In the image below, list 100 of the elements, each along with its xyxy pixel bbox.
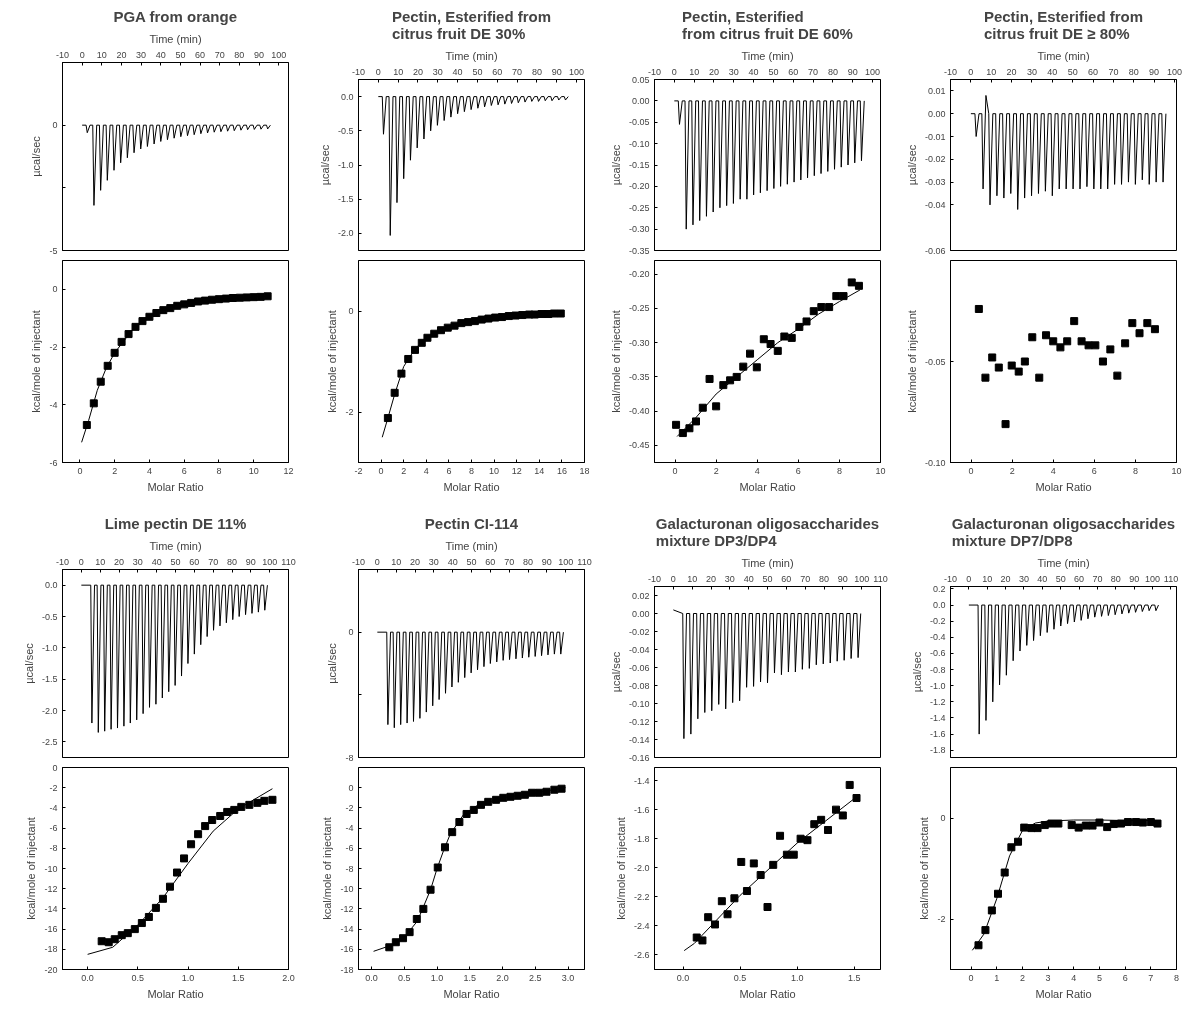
y-tick-label: -0.08 bbox=[628, 680, 650, 691]
point bbox=[705, 374, 714, 383]
x-tick-label: 1.0 bbox=[181, 972, 195, 983]
point bbox=[1121, 339, 1130, 348]
y-tick-label: -6 bbox=[49, 823, 58, 834]
x-tick-label: 2 bbox=[713, 465, 719, 476]
y-tick-label: -2 bbox=[937, 914, 946, 924]
x-tick-label: 0 bbox=[374, 556, 380, 567]
point bbox=[854, 281, 863, 290]
point bbox=[817, 815, 826, 824]
point bbox=[730, 894, 739, 903]
point bbox=[787, 333, 796, 342]
y-tick-label: -0.2 bbox=[929, 616, 946, 627]
chart-title: Pectin, Esterified from citrus fruit DE 30% bbox=[391, 7, 552, 42]
point bbox=[717, 897, 726, 906]
y-tick-label: 0 bbox=[348, 782, 354, 793]
x-axis-title: Time (min) bbox=[741, 556, 794, 569]
y-axis-title: kcal/mole of injectant bbox=[326, 310, 339, 413]
y-axis-title: µcal/sec bbox=[609, 144, 622, 186]
point bbox=[97, 937, 106, 946]
x-tick-label: 0 bbox=[968, 66, 974, 77]
x-tick-label: 30 bbox=[1026, 66, 1037, 77]
y-tick-label: -1.0 bbox=[929, 680, 946, 691]
y-axis-title: µcal/sec bbox=[609, 651, 622, 693]
point bbox=[201, 822, 210, 831]
y-tick-label: 0.02 bbox=[631, 590, 650, 601]
x-tick-label: 1 bbox=[994, 972, 1000, 983]
point bbox=[994, 363, 1003, 372]
x-tick-label: 10 bbox=[489, 465, 500, 476]
x-tick-label: 0 bbox=[78, 556, 84, 567]
point bbox=[988, 353, 997, 362]
chart-title: Galacturonan oligosaccharides mixture DP3/DP4 bbox=[655, 514, 880, 549]
y-tick-label: -2 bbox=[345, 802, 354, 813]
y-tick-label: -16 bbox=[340, 944, 354, 955]
x-axis-title: Molar Ratio bbox=[1035, 987, 1092, 1000]
x-tick-label: 40 bbox=[447, 556, 458, 567]
point bbox=[1106, 345, 1115, 354]
x-axis-title: Molar Ratio bbox=[1035, 480, 1092, 493]
point bbox=[780, 332, 789, 341]
y-tick-label: -0.30 bbox=[628, 337, 650, 348]
point bbox=[672, 420, 681, 429]
x-tick-label: 20 bbox=[412, 66, 423, 77]
x-tick-label: 60 bbox=[189, 556, 200, 567]
y-tick-label: -6 bbox=[345, 843, 354, 854]
x-axis-title: Molar Ratio bbox=[443, 987, 500, 1000]
x-tick-label: 50 bbox=[1055, 573, 1066, 584]
x-axis-title: Time (min) bbox=[1037, 49, 1090, 62]
y-tick-label: -0.06 bbox=[628, 662, 650, 673]
y-tick-label: 0.01 bbox=[927, 85, 946, 96]
x-tick-label: 8 bbox=[1174, 972, 1180, 983]
y-tick-label: 0 bbox=[348, 306, 354, 316]
y-tick-label: -14 bbox=[44, 903, 58, 914]
x-tick-label: 80 bbox=[1128, 66, 1139, 77]
point bbox=[1070, 317, 1079, 326]
x-tick-label: 0 bbox=[670, 573, 676, 584]
point bbox=[1007, 361, 1016, 370]
x-tick-label: 100 bbox=[262, 556, 278, 567]
point bbox=[1001, 420, 1010, 429]
point bbox=[974, 941, 983, 950]
x-tick-label: 10 bbox=[393, 66, 404, 77]
x-tick-label: 10 bbox=[96, 49, 107, 60]
y-tick-label: -1.2 bbox=[929, 696, 946, 707]
point bbox=[110, 935, 119, 944]
y-tick-label: -8 bbox=[345, 752, 354, 763]
y-tick-label: -0.03 bbox=[924, 177, 946, 188]
point bbox=[1033, 824, 1042, 833]
y-tick-label: -0.02 bbox=[628, 626, 650, 637]
x-tick-label: 60 bbox=[1074, 573, 1085, 584]
x-tick-label: 80 bbox=[234, 49, 245, 60]
point bbox=[187, 840, 196, 849]
point bbox=[852, 794, 861, 803]
line-series bbox=[87, 788, 273, 955]
point bbox=[1077, 337, 1086, 346]
x-tick-label: 100 bbox=[1145, 573, 1161, 584]
x-tick-label: 30 bbox=[428, 556, 439, 567]
point bbox=[704, 913, 713, 922]
y-tick-label: -16 bbox=[44, 924, 58, 935]
x-tick-label: 4 bbox=[1050, 465, 1056, 476]
point bbox=[737, 857, 746, 866]
point bbox=[1007, 843, 1016, 852]
x-tick-label: 5 bbox=[1096, 972, 1102, 983]
x-tick-label: 4 bbox=[423, 465, 429, 476]
y-tick-label: -0.16 bbox=[628, 752, 650, 763]
point bbox=[1028, 333, 1037, 342]
x-tick-label: -10 bbox=[944, 573, 958, 584]
x-tick-label: 100 bbox=[558, 556, 574, 567]
y-tick-label: -18 bbox=[340, 964, 354, 975]
x-tick-label: 6 bbox=[795, 465, 801, 476]
x-tick-label: 6 bbox=[1091, 465, 1097, 476]
y-tick-label: -5 bbox=[49, 245, 58, 256]
y-tick-label: -0.06 bbox=[924, 245, 946, 256]
x-tick-label: 90 bbox=[847, 66, 858, 77]
y-tick-label: -1.0 bbox=[41, 642, 58, 653]
y-tick-label: -0.15 bbox=[628, 160, 650, 170]
x-tick-label: 60 bbox=[788, 66, 799, 77]
point bbox=[987, 906, 996, 915]
x-tick-label: 100 bbox=[1166, 66, 1182, 77]
y-tick-label: -2 bbox=[345, 407, 354, 417]
point bbox=[216, 811, 225, 820]
point bbox=[1049, 337, 1058, 346]
